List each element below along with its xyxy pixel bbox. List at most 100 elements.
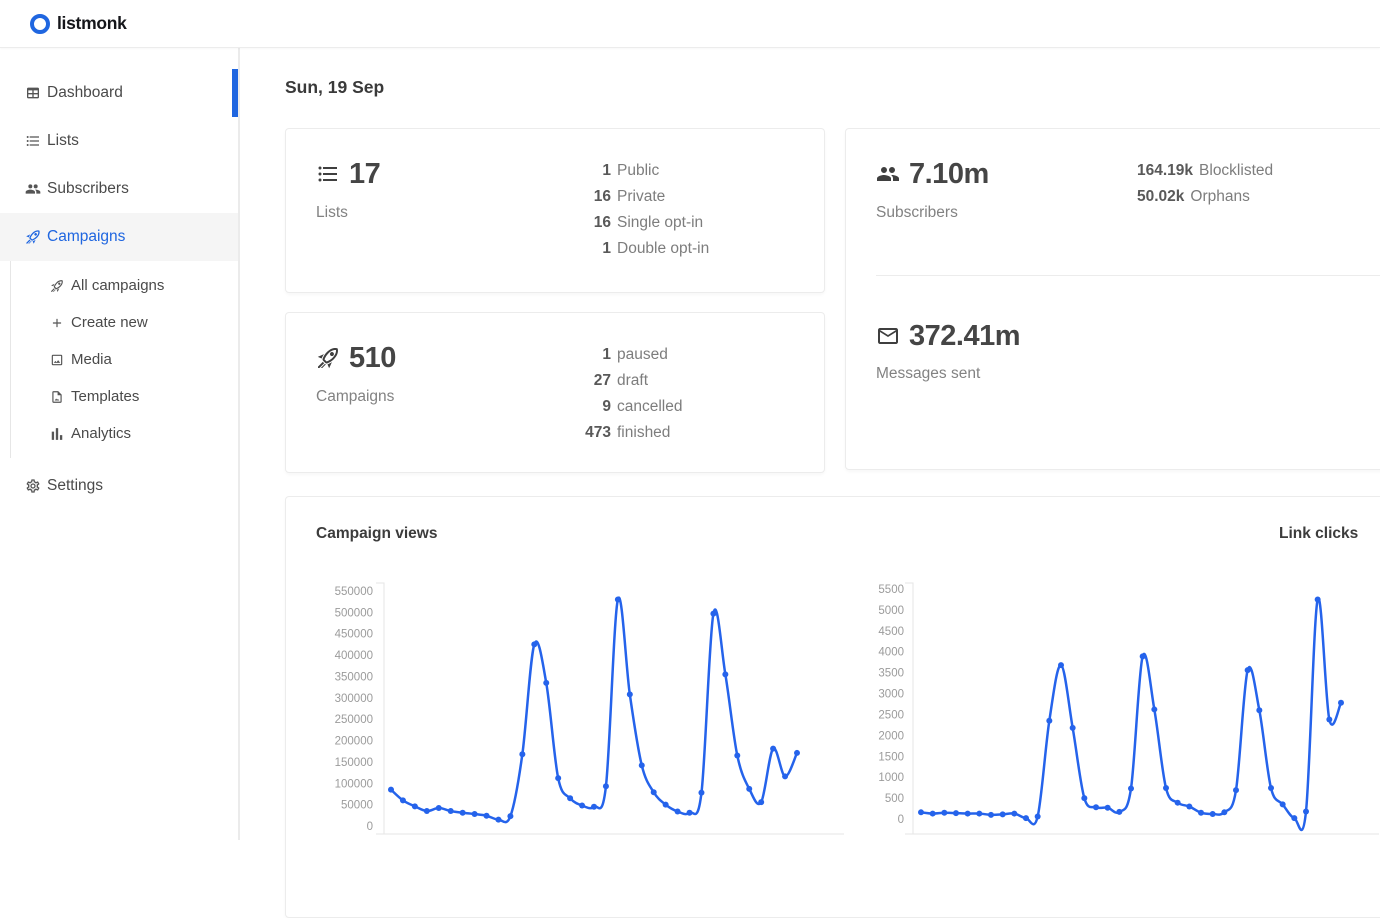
sidebar-item-label: Analytics bbox=[71, 425, 132, 442]
stat-row: 1 Double opt-in bbox=[286, 236, 824, 262]
top-bar: listmonk bbox=[0, 0, 1380, 48]
svg-text:500: 500 bbox=[885, 793, 904, 805]
stat-row: 16 Single opt-in bbox=[286, 210, 824, 236]
stat-row: 16 Private bbox=[286, 184, 824, 210]
stat-value: 473 bbox=[585, 424, 611, 441]
svg-text:200000: 200000 bbox=[335, 736, 373, 748]
stat-label: Single opt-in bbox=[617, 214, 704, 231]
gear-icon bbox=[25, 478, 41, 494]
stat-row: 164.19k Blocklisted bbox=[1137, 158, 1273, 184]
link-clicks-title: Link clicks bbox=[1279, 525, 1359, 542]
app-logo[interactable]: listmonk bbox=[30, 13, 127, 34]
subscribers-card-label: Subscribers bbox=[876, 204, 958, 221]
stat-label: Public bbox=[617, 162, 660, 179]
logo-text: listmonk bbox=[57, 13, 127, 33]
stat-row: 27 draft bbox=[286, 368, 824, 394]
sidebar-item-analytics[interactable]: Analytics bbox=[11, 415, 238, 452]
svg-text:4500: 4500 bbox=[878, 626, 904, 638]
sidebar-item-subscribers[interactable]: Subscribers bbox=[0, 165, 238, 213]
list-icon bbox=[25, 133, 41, 149]
lists-count: 17 bbox=[316, 157, 381, 191]
svg-text:0: 0 bbox=[898, 814, 904, 826]
stat-value: 1 bbox=[602, 240, 611, 257]
rocket-icon bbox=[316, 346, 340, 370]
svg-text:5500: 5500 bbox=[878, 584, 904, 596]
charts-card: Campaign views Link clicks 0 50000 100000 1… bbox=[285, 496, 1380, 918]
stat-label: Double opt-in bbox=[617, 240, 710, 257]
svg-text:4000: 4000 bbox=[878, 647, 904, 659]
svg-text:450000: 450000 bbox=[335, 629, 373, 641]
stat-row: 50.02k Orphans bbox=[1137, 184, 1273, 210]
link-clicks-chart: 0 500 1000 1500 2000 2500 3000 3500 4000 4500 5000… bbox=[878, 582, 1379, 835]
svg-text:3000: 3000 bbox=[878, 689, 904, 701]
file-template-icon bbox=[50, 390, 64, 404]
sidebar: Dashboard Lists Subscribers Campaigns Al… bbox=[0, 48, 240, 840]
lists-card-label: Lists bbox=[316, 204, 348, 221]
bar-chart-icon bbox=[50, 427, 64, 441]
stat-label: finished bbox=[617, 424, 671, 441]
sidebar-item-dashboard[interactable]: Dashboard bbox=[0, 69, 238, 117]
campaigns-stats: 1 paused 27 draft 9 cancelled 473 finished bbox=[286, 342, 824, 446]
svg-text:500000: 500000 bbox=[335, 607, 373, 619]
sidebar-item-create-new[interactable]: Create new bbox=[11, 304, 238, 341]
image-icon bbox=[50, 353, 64, 367]
rocket-icon bbox=[50, 279, 64, 293]
plus-icon bbox=[50, 316, 64, 330]
stat-row: 473 finished bbox=[286, 420, 824, 446]
sidebar-item-media[interactable]: Media bbox=[11, 341, 238, 378]
stat-value: 16 bbox=[593, 214, 611, 231]
sidebar-item-label: Media bbox=[71, 351, 112, 368]
campaigns-card-label: Campaigns bbox=[316, 388, 395, 405]
lists-stats: 1 Public 16 Private 16 Single opt-in 1 Doubl… bbox=[286, 158, 824, 262]
people-icon bbox=[876, 162, 900, 186]
campaigns-count-value: 510 bbox=[349, 342, 396, 374]
sidebar-item-label: Dashboard bbox=[47, 84, 123, 101]
stat-label: cancelled bbox=[617, 398, 683, 415]
campaigns-card: 510 Campaigns 1 paused 27 draft 9 cancelled… bbox=[285, 312, 825, 473]
stat-label: paused bbox=[617, 346, 668, 363]
card-divider bbox=[876, 275, 1380, 276]
sidebar-item-label: Create new bbox=[71, 314, 148, 331]
logo-icon bbox=[30, 13, 50, 34]
svg-text:50000: 50000 bbox=[341, 800, 373, 812]
subscribers-count-value: 7.10m bbox=[909, 158, 989, 190]
sidebar-item-label: All campaigns bbox=[71, 277, 165, 294]
svg-text:350000: 350000 bbox=[335, 671, 373, 683]
campaign-views-chart: 0 50000 100000 150000 200000 250000 300000 3500… bbox=[335, 582, 844, 835]
envelope-icon bbox=[876, 324, 900, 348]
svg-text:1000: 1000 bbox=[878, 772, 904, 784]
svg-text:3500: 3500 bbox=[878, 668, 904, 680]
subscribers-stats: 164.19k Blocklisted 50.02k Orphans bbox=[1137, 158, 1273, 210]
messages-card-label: Messages sent bbox=[876, 365, 981, 382]
stat-label: draft bbox=[617, 372, 649, 389]
stat-value: 164.19k bbox=[1137, 162, 1194, 179]
stat-value: 16 bbox=[593, 188, 611, 205]
sidebar-item-settings[interactable]: Settings bbox=[0, 462, 238, 510]
stat-value: 9 bbox=[602, 398, 611, 415]
campaigns-count: 510 bbox=[316, 341, 396, 375]
sidebar-item-label: Lists bbox=[47, 132, 79, 149]
list-icon bbox=[316, 162, 340, 186]
stat-value: 1 bbox=[602, 162, 611, 179]
stat-label: Orphans bbox=[1190, 188, 1250, 205]
sidebar-item-all-campaigns[interactable]: All campaigns bbox=[11, 267, 238, 304]
svg-text:550000: 550000 bbox=[335, 586, 373, 598]
stat-row: 1 paused bbox=[286, 342, 824, 368]
stat-value: 50.02k bbox=[1137, 188, 1185, 205]
messages-count: 372.41m bbox=[876, 319, 1021, 353]
svg-text:100000: 100000 bbox=[335, 778, 373, 790]
people-icon bbox=[25, 181, 41, 197]
sidebar-item-lists[interactable]: Lists bbox=[0, 117, 238, 165]
stat-label: Blocklisted bbox=[1199, 162, 1274, 179]
svg-text:5000: 5000 bbox=[878, 605, 904, 617]
svg-text:250000: 250000 bbox=[335, 714, 373, 726]
sidebar-item-templates[interactable]: Templates bbox=[11, 378, 238, 415]
sidebar-item-label: Subscribers bbox=[47, 180, 129, 197]
svg-text:1500: 1500 bbox=[878, 751, 904, 763]
dashboard-icon bbox=[25, 85, 41, 101]
campaign-views-title: Campaign views bbox=[316, 525, 438, 542]
lists-card: 17 Lists 1 Public 16 Private 16 Single opt-… bbox=[285, 128, 825, 293]
svg-text:150000: 150000 bbox=[335, 757, 373, 769]
sidebar-item-campaigns[interactable]: Campaigns bbox=[0, 213, 238, 261]
